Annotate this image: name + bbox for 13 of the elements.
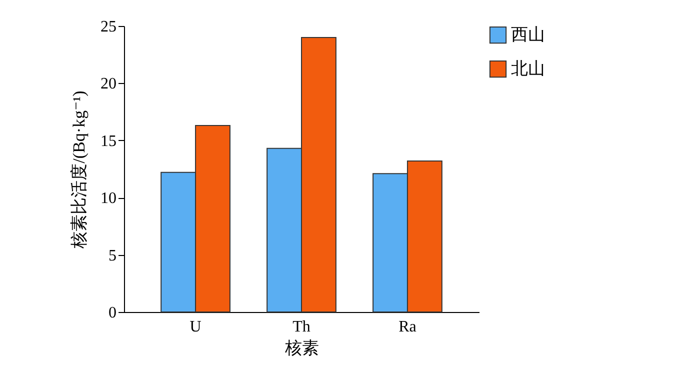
y-tick-label: 20 <box>100 76 116 93</box>
x-tick-label: Ra <box>398 318 416 336</box>
y-tick-label: 5 <box>108 247 116 264</box>
legend-label: 西山 <box>511 25 545 44</box>
y-tick-label: 10 <box>100 190 116 208</box>
y-tick-label: 15 <box>100 132 116 150</box>
y-axis-title: 核素比活度/(Bq·kg⁻¹) <box>70 90 88 250</box>
x-tick-label: Th <box>292 318 310 336</box>
legend-label: 北山 <box>511 59 545 78</box>
y-tick-label: 0 <box>108 304 116 322</box>
x-axis-title: 核素 <box>284 338 319 358</box>
x-tick-label: U <box>190 318 202 336</box>
y-tick-label: 25 <box>100 18 116 36</box>
